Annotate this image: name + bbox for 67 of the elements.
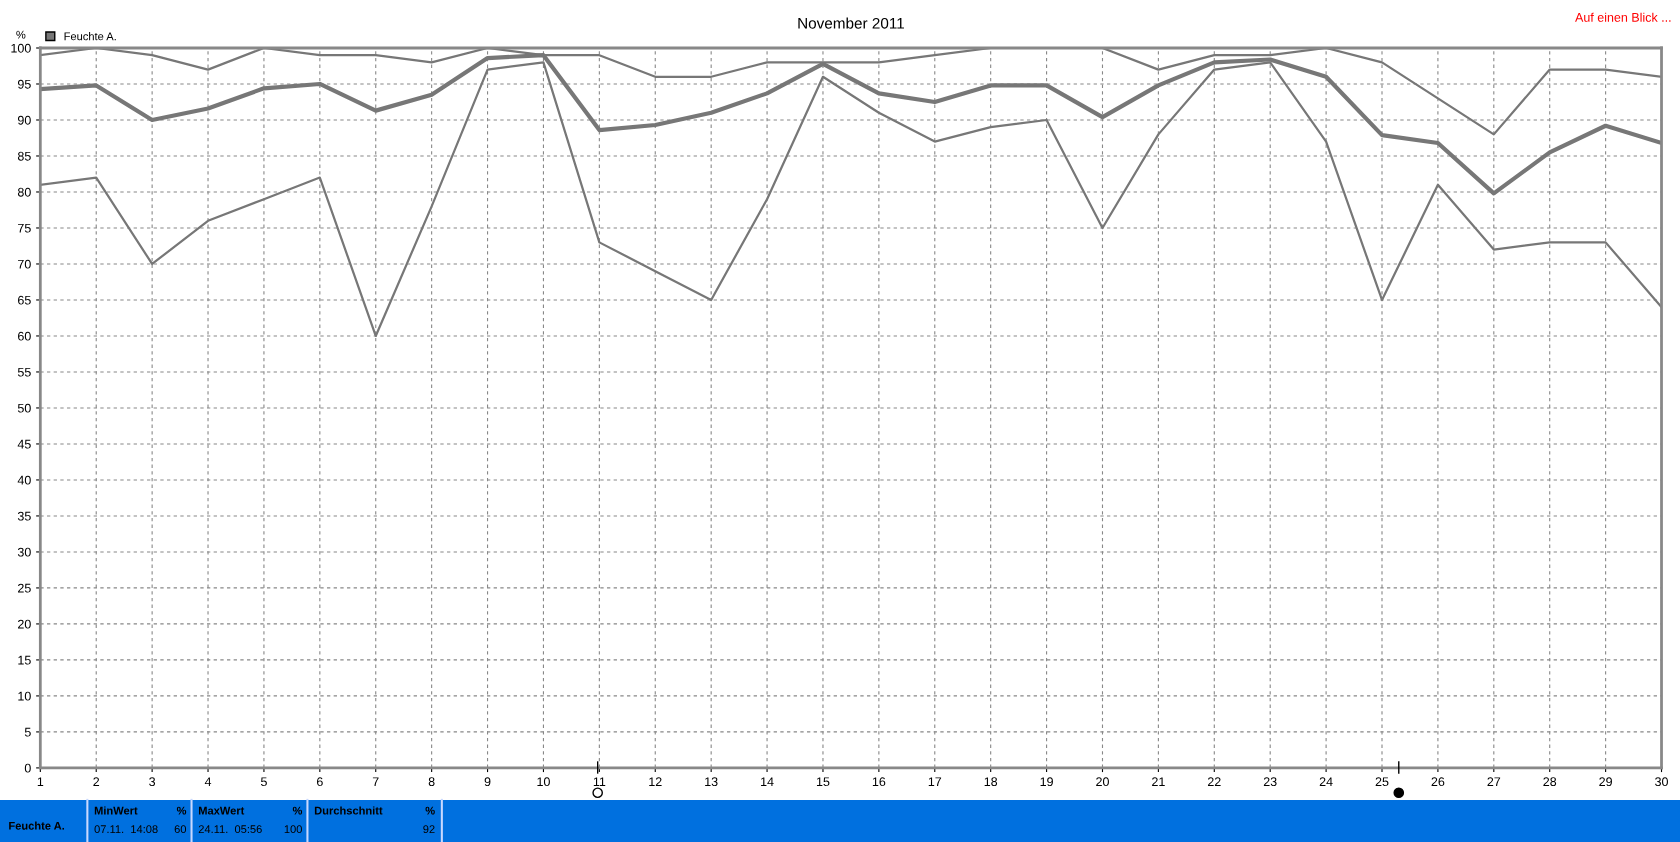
x-tick-label: 6 bbox=[317, 777, 323, 787]
text: Auf einen Blick ... bbox=[1575, 12, 1671, 22]
x-tick-label: 17 bbox=[928, 777, 942, 786]
x-tick-label: 28 bbox=[1543, 777, 1557, 787]
y-tick-label: 85 bbox=[17, 151, 31, 161]
y-tick-label: 35 bbox=[17, 511, 31, 521]
x-tick-label: 30 bbox=[1655, 777, 1668, 787]
y-tick-label: 50 bbox=[17, 403, 31, 413]
x-tick-label: 26 bbox=[1431, 777, 1445, 787]
x-tick-label: 5 bbox=[260, 777, 267, 787]
x-tick-label: 15 bbox=[816, 777, 830, 787]
x-tick-label: 11 bbox=[593, 777, 606, 786]
y-tick-label: 70 bbox=[18, 259, 31, 269]
y-tick-label: 55 bbox=[17, 367, 31, 377]
x-tick-label: 2 bbox=[93, 777, 100, 786]
chart-title: November 2011 bbox=[798, 17, 904, 29]
legend-label: Feuchte A. bbox=[64, 32, 116, 41]
y-axis-title: % bbox=[16, 30, 26, 39]
y-tick-label: 60 bbox=[18, 331, 31, 341]
y-tick-label: 20 bbox=[18, 619, 31, 629]
y-tick-label: 10 bbox=[18, 691, 31, 701]
text: Feuchte A. bbox=[9, 821, 65, 830]
x-tick-label: 9 bbox=[484, 777, 491, 787]
x-tick-label: 22 bbox=[1207, 777, 1221, 786]
x-tick-label: 19 bbox=[1040, 777, 1053, 787]
x-tick-label: 13 bbox=[705, 777, 718, 787]
x-tick-label: 20 bbox=[1096, 777, 1109, 787]
text: 07.11. 14:08 bbox=[94, 825, 158, 834]
y-tick-label: 40 bbox=[17, 475, 31, 485]
text: MinWert bbox=[94, 806, 138, 815]
text: 24.11. 05:56 bbox=[198, 825, 262, 834]
text: 60 bbox=[174, 825, 187, 834]
x-tick-label: 27 bbox=[1487, 777, 1501, 786]
x-tick-label: 21 bbox=[1152, 777, 1165, 786]
y-tick-label: 5 bbox=[24, 727, 31, 737]
x-tick-label: 24 bbox=[1319, 777, 1333, 786]
y-tick-label: 90 bbox=[17, 115, 31, 125]
text: % bbox=[292, 806, 303, 815]
text: % bbox=[176, 806, 187, 815]
y-tick-label: 75 bbox=[18, 223, 31, 233]
y-tick-label: 0 bbox=[24, 763, 31, 773]
x-tick-label: 16 bbox=[872, 777, 886, 787]
x-tick-label: 8 bbox=[428, 777, 435, 787]
y-tick-label: 45 bbox=[17, 439, 31, 449]
y-tick-label: 15 bbox=[18, 655, 31, 665]
y-tick-label: 100 bbox=[11, 43, 31, 53]
x-tick-label: 14 bbox=[761, 777, 774, 786]
x-tick-label: 3 bbox=[149, 777, 156, 787]
y-tick-label: 65 bbox=[18, 295, 31, 305]
x-tick-label: 23 bbox=[1263, 777, 1277, 787]
text: 100 bbox=[284, 825, 302, 834]
y-tick-label: 30 bbox=[17, 547, 31, 557]
x-tick-label: 7 bbox=[372, 777, 379, 786]
y-tick-label: 80 bbox=[17, 187, 31, 197]
text: % bbox=[425, 806, 435, 815]
x-tick-label: 18 bbox=[984, 777, 998, 787]
text: 92 bbox=[423, 825, 435, 834]
x-tick-label: 12 bbox=[649, 777, 662, 786]
text: MaxWert bbox=[198, 806, 245, 815]
y-tick-label: 25 bbox=[18, 583, 31, 593]
x-tick-label: 1 bbox=[37, 777, 44, 786]
x-tick-label: 10 bbox=[537, 777, 550, 787]
x-tick-label: 29 bbox=[1599, 777, 1612, 787]
y-tick-label: 95 bbox=[17, 79, 31, 89]
x-tick-label: 4 bbox=[204, 777, 212, 786]
x-tick-label: 25 bbox=[1375, 777, 1389, 787]
text: Durchschnitt bbox=[314, 806, 383, 815]
